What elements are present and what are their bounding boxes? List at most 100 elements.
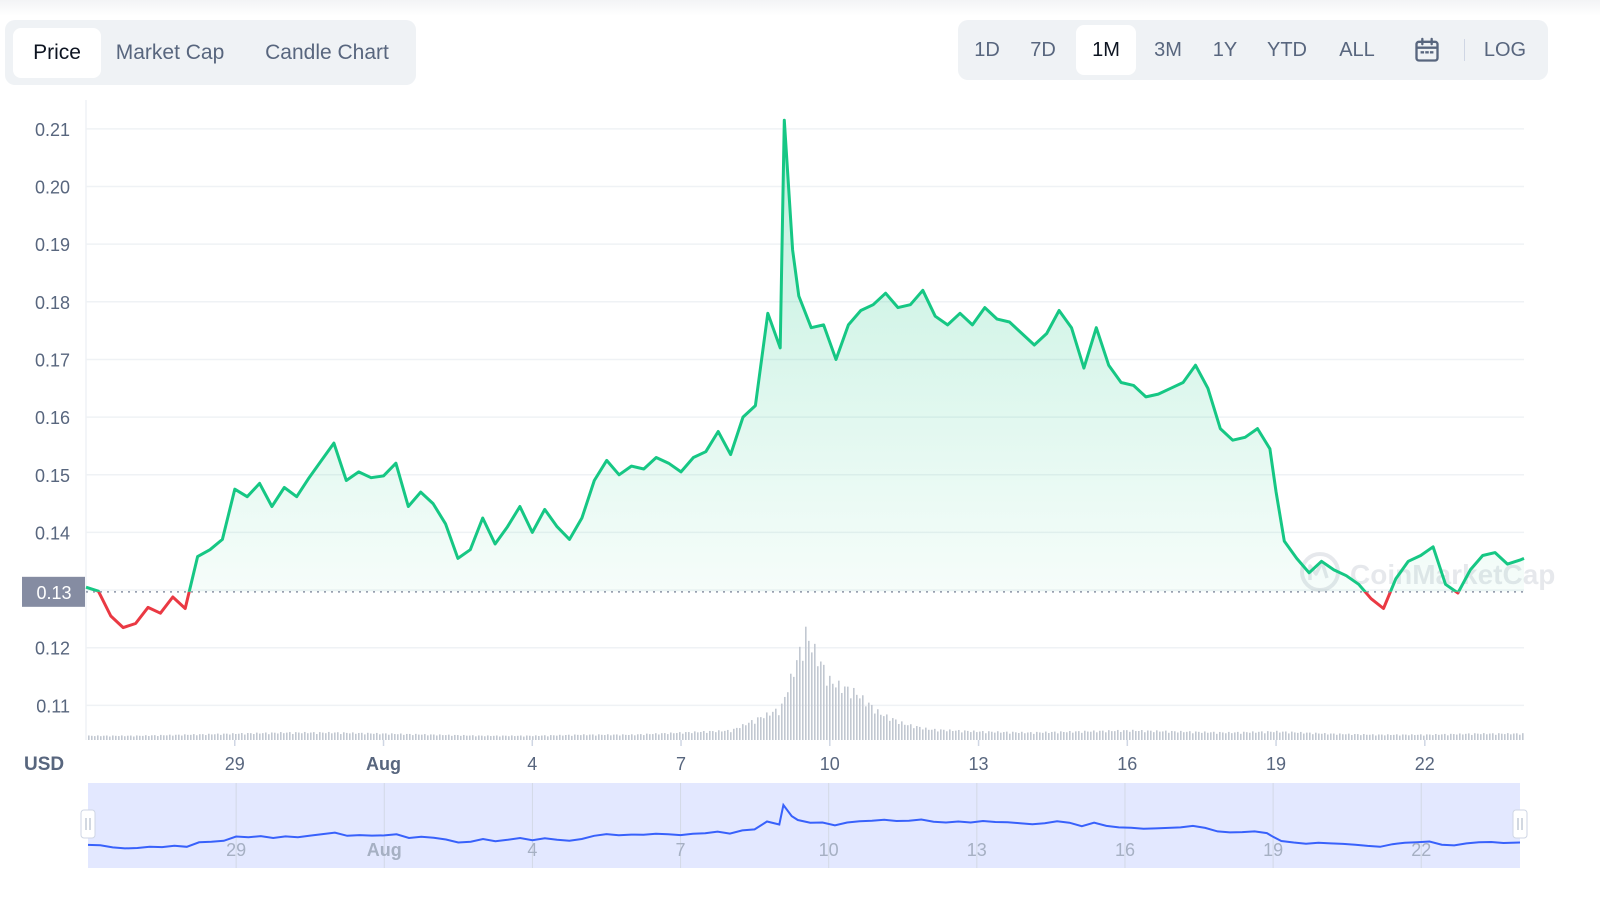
- volume-bar: [1093, 730, 1095, 740]
- volume-bar: [697, 732, 699, 740]
- navigator-handle-right-grip[interactable]: [1512, 809, 1528, 839]
- volume-bar: [934, 728, 936, 740]
- volume-bar: [1420, 734, 1422, 740]
- volume-bar: [1165, 730, 1167, 740]
- tab-price[interactable]: Price: [13, 28, 101, 78]
- tab-market-cap[interactable]: Market Cap: [115, 41, 225, 64]
- navigator-handle-right[interactable]: [1512, 809, 1528, 839]
- volume-bar: [412, 735, 414, 740]
- volume-bar: [517, 735, 519, 740]
- volume-bar: [172, 735, 174, 740]
- volume-bar: [337, 732, 339, 740]
- volume-bar: [1483, 733, 1485, 740]
- volume-bar: [760, 717, 762, 740]
- volume-bar: [187, 734, 189, 740]
- volume-bar: [259, 733, 261, 740]
- volume-bar: [862, 695, 864, 740]
- volume-bar: [706, 732, 708, 740]
- volume-bar: [562, 735, 564, 740]
- volume-bar: [850, 698, 852, 740]
- volume-bar: [184, 734, 186, 740]
- volume-bar: [262, 733, 264, 740]
- volume-bar: [370, 733, 372, 740]
- volume-bar: [646, 733, 648, 740]
- volume-bar: [121, 735, 123, 740]
- volume-bar: [1024, 733, 1026, 740]
- log-toggle[interactable]: LOG: [1483, 39, 1527, 61]
- volume-bar: [1519, 734, 1521, 740]
- volume-bar: [1381, 734, 1383, 740]
- calendar-icon[interactable]: [1413, 36, 1441, 64]
- volume-bar: [571, 735, 573, 740]
- volume-bar: [1063, 731, 1065, 740]
- volume-bar: [1255, 732, 1257, 740]
- volume-bar: [307, 733, 309, 740]
- volume-bar: [1246, 732, 1248, 740]
- volume-bar: [1231, 733, 1233, 740]
- range-all[interactable]: ALL: [1339, 39, 1375, 61]
- navigator-handle-left[interactable]: [80, 809, 96, 839]
- range-1d[interactable]: 1D: [974, 39, 1000, 61]
- volume-bar: [1459, 733, 1461, 740]
- volume-bar: [940, 729, 942, 740]
- volume-bar: [358, 732, 360, 740]
- volume-bar: [970, 732, 972, 740]
- volume-bar: [1354, 734, 1356, 740]
- volume-bar: [454, 734, 456, 740]
- volume-bar: [736, 727, 738, 740]
- volume-bar: [1387, 734, 1389, 740]
- tab-candle-chart[interactable]: Candle Chart: [265, 41, 389, 64]
- range-navigator[interactable]: 29 Aug 4 7 10 13 16 19 22: [80, 783, 1528, 868]
- volume-bar: [157, 736, 159, 740]
- volume-bar: [523, 736, 525, 740]
- volume-bar: [658, 734, 660, 740]
- volume-bar: [313, 732, 315, 740]
- volume-bar: [94, 736, 96, 740]
- volume-bar: [787, 692, 789, 740]
- volume-bar: [478, 735, 480, 740]
- y-tick-label: 0.15: [35, 466, 70, 486]
- volume-bar: [1057, 733, 1059, 740]
- volume-bar: [640, 734, 642, 740]
- navigator-tick-label: 4: [527, 840, 537, 860]
- range-ytd[interactable]: YTD: [1267, 39, 1307, 61]
- volume-bar: [1471, 734, 1473, 740]
- volume-bar: [421, 734, 423, 740]
- volume-bar: [487, 735, 489, 740]
- volume-bar: [1240, 733, 1242, 740]
- volume-bar: [1195, 731, 1197, 740]
- volume-bar: [592, 734, 594, 740]
- volume-bar: [1108, 730, 1110, 740]
- range-1y[interactable]: 1Y: [1212, 39, 1238, 61]
- volume-bar: [907, 725, 909, 740]
- navigator-handle-left-grip[interactable]: [80, 809, 96, 839]
- volume-bar: [229, 734, 231, 740]
- volume-bar: [820, 661, 822, 740]
- volume-bar: [763, 718, 765, 740]
- volume-bar: [334, 732, 336, 740]
- navigator-selection[interactable]: [88, 783, 1520, 868]
- volume-bar: [496, 735, 498, 740]
- volume-bar: [565, 735, 567, 740]
- volume-bar: [286, 732, 288, 740]
- volume-bar: [1150, 730, 1152, 740]
- price-area: [86, 120, 1524, 592]
- volume-bar: [682, 733, 684, 740]
- volume-bar: [784, 696, 786, 740]
- volume-bar: [688, 732, 690, 740]
- y-tick-label: 0.18: [35, 293, 70, 313]
- range-3m[interactable]: 3M: [1154, 39, 1182, 61]
- volume-bar: [1333, 733, 1335, 740]
- volume-bar: [889, 720, 891, 740]
- range-7d[interactable]: 7D: [1030, 39, 1056, 61]
- volume-bar: [568, 734, 570, 740]
- volume-bar: [331, 733, 333, 740]
- volume-bar: [1210, 732, 1212, 740]
- volume-bar: [1345, 734, 1347, 740]
- volume-bar: [1168, 732, 1170, 740]
- volume-bar: [1372, 734, 1374, 740]
- y-tick-label: 0.11: [36, 696, 70, 716]
- volume-bar: [748, 722, 750, 740]
- x-axis: 29 Aug 4 7 10 13 16 19 22: [225, 740, 1435, 774]
- range-1m[interactable]: 1M: [1076, 25, 1136, 75]
